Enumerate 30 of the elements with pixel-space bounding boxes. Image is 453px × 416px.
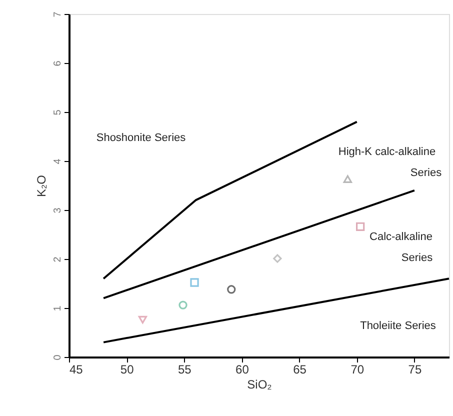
x-tick-label: 55 (178, 362, 192, 376)
x-tick-label: 45 (70, 362, 84, 376)
point (227, 285, 236, 294)
y-tick-label: 7 (52, 11, 64, 18)
y-tick-label: 3 (52, 207, 64, 214)
annotation: Tholeiite Series (360, 320, 436, 332)
y-tick-label: 1 (52, 305, 64, 312)
annotation: Shoshonite Series (96, 132, 186, 144)
y-axis-title: K₂O (34, 175, 48, 197)
point (190, 278, 199, 287)
y-tick-label: 6 (52, 60, 64, 66)
point (273, 254, 282, 263)
x-tick-label: 50 (120, 362, 134, 376)
point (178, 300, 188, 310)
annotation: High-K calc-alkaline (338, 146, 436, 158)
x-tick-label: 75 (408, 362, 422, 376)
x-tick-label: 65 (293, 362, 307, 376)
y-tick-label: 5 (52, 109, 64, 116)
point (138, 316, 148, 324)
annotation: Series (401, 252, 434, 264)
x-tick-label: 70 (350, 362, 364, 376)
annotation: Series (410, 167, 442, 179)
y-tick-label: 4 (52, 158, 64, 164)
point (356, 222, 365, 231)
x-axis-title: SiO₂ (247, 378, 272, 392)
x-tick-label: 60 (236, 362, 250, 376)
annotation: Calc-alkaline (370, 231, 432, 243)
point (343, 175, 352, 183)
y-tick-label: 2 (52, 256, 64, 262)
y-tick-label: 0 (52, 354, 64, 360)
